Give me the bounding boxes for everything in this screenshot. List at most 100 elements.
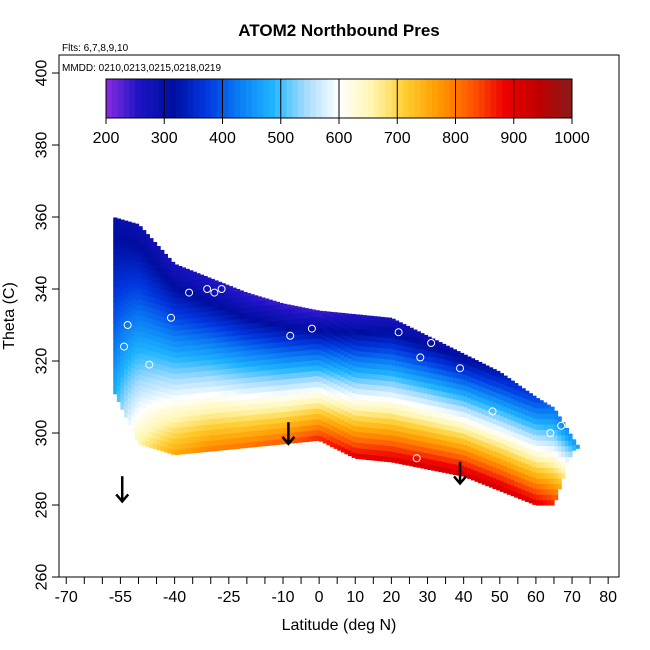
colorbar-swatch (164, 79, 171, 118)
sample-circle (228, 393, 237, 401)
field-cell (369, 315, 374, 320)
field-cell (546, 478, 551, 484)
field-cell (228, 324, 233, 331)
field-cell (369, 416, 374, 423)
field-cell (279, 427, 284, 434)
field-cell (402, 453, 407, 460)
field-cell (550, 451, 555, 457)
field-cell (283, 416, 288, 423)
colorbar-swatch (175, 79, 183, 118)
field-cell (199, 430, 205, 437)
field-cell (427, 372, 432, 379)
field-cell (163, 424, 168, 431)
field-cell (431, 372, 436, 379)
field-cell (398, 442, 403, 448)
field-cell (134, 434, 140, 441)
field-cell (395, 322, 400, 329)
field-cell (203, 413, 208, 420)
field-cell (456, 431, 461, 438)
field-cell (113, 361, 118, 368)
field-cell (376, 363, 382, 370)
field-cell (398, 388, 403, 394)
field-cell (463, 395, 468, 402)
field-cell (492, 369, 497, 376)
field-cell (171, 373, 176, 380)
field-cell (532, 407, 537, 414)
field-cell (474, 448, 479, 455)
field-cell (517, 460, 522, 467)
field-cell (391, 419, 396, 425)
field-cell (474, 400, 479, 407)
field-cell (308, 370, 313, 377)
field-cell (539, 400, 544, 403)
field-cell (221, 444, 226, 451)
field-cell (351, 360, 356, 367)
field-cell (171, 356, 176, 363)
field-cell (203, 446, 208, 453)
field-cell (210, 283, 215, 290)
field-cell (395, 333, 400, 340)
field-cell (485, 365, 490, 368)
field-cell (398, 322, 403, 324)
field-cell (456, 377, 461, 384)
field-cell (330, 414, 335, 421)
field-cell (156, 276, 161, 283)
field-cell (264, 418, 270, 425)
field-cell (131, 286, 136, 293)
field-cell (387, 375, 392, 382)
field-cell (203, 408, 208, 415)
field-cell (275, 363, 280, 370)
field-cell (207, 375, 212, 382)
field-cell (449, 371, 454, 378)
field-cell (236, 442, 241, 449)
field-cell (124, 287, 129, 294)
field-cell (362, 388, 367, 395)
field-cell (145, 397, 150, 404)
field-cell (250, 311, 255, 318)
field-cell (239, 345, 244, 352)
field-cell (340, 370, 345, 377)
field-cell (340, 419, 345, 426)
field-cell (192, 366, 197, 373)
field-cell (496, 452, 501, 459)
field-cell (380, 450, 385, 457)
field-cell (214, 288, 219, 295)
field-cell (330, 381, 335, 388)
field-cell (181, 286, 186, 293)
field-cell (539, 499, 544, 506)
field-cell (189, 415, 194, 422)
field-cell (279, 341, 284, 348)
field-cell (283, 373, 288, 380)
field-cell (521, 408, 526, 415)
field-cell (171, 416, 176, 423)
field-cell (127, 354, 132, 361)
field-cell (330, 376, 335, 383)
field-cell (546, 429, 551, 436)
field-cell (503, 390, 508, 397)
field-cell (384, 428, 389, 435)
field-cell (514, 437, 519, 444)
field-cell (322, 405, 327, 412)
field-cell (124, 308, 129, 315)
field-cell (185, 323, 190, 330)
field-cell (239, 410, 244, 417)
field-cell (395, 425, 400, 432)
field-cell (474, 373, 479, 380)
field-cell (402, 415, 407, 422)
field-cell (322, 334, 327, 341)
field-cell (507, 456, 512, 463)
field-cell (445, 408, 450, 415)
field-cell (167, 442, 172, 449)
field-cell (420, 392, 425, 399)
field-cell (366, 443, 371, 450)
field-cell (304, 371, 309, 378)
field-cell (460, 352, 465, 358)
field-cell (308, 338, 313, 345)
field-cell (221, 352, 226, 359)
field-cell (373, 363, 378, 369)
sample-circle (120, 342, 129, 351)
field-cell (113, 237, 118, 244)
field-cell (261, 354, 266, 360)
field-cell (178, 437, 183, 444)
field-cell (340, 354, 345, 361)
